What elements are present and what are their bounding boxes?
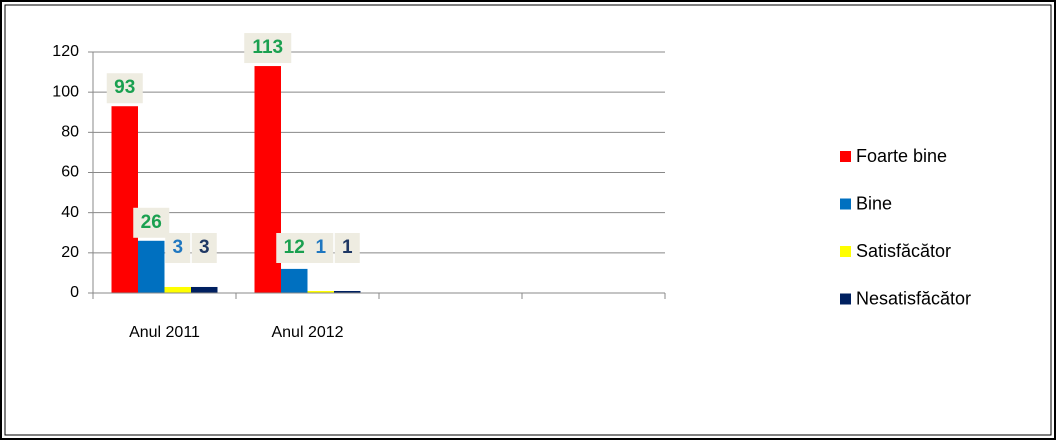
data-label: 113 [252,37,283,58]
y-tick-label: 20 [61,244,79,261]
data-label-bg [308,233,334,263]
legend-label: Nesatisfăcător [856,288,971,308]
data-label: 93 [114,77,135,98]
bar [138,240,165,293]
bar [164,286,191,293]
data-label-bg [244,33,292,64]
data-label: 3 [199,237,210,258]
data-label: 26 [141,212,162,233]
data-label-bg [165,233,191,263]
data-label-bg [334,233,360,263]
legend-swatch [840,198,851,210]
y-tick-label: 0 [70,284,79,301]
data-label: 12 [284,237,305,258]
legend-swatch [840,246,851,257]
x-tick-label: Anul 2012 [271,324,343,341]
inner-frame [4,4,1052,436]
data-label-bg [133,207,170,238]
y-tick-label: 120 [52,43,79,60]
legend-label: Bine [856,193,892,213]
data-label: 1 [342,237,353,258]
bar [281,268,308,293]
x-tick-label: Anul 2011 [129,324,200,341]
legend-swatch [840,293,851,305]
data-label: 1 [315,237,326,258]
bar [307,290,334,293]
data-label: 3 [172,237,183,258]
legend-label: Satisfăcător [856,241,951,261]
data-label-bg [191,233,217,263]
bar [334,290,361,293]
legend-label: Foarte bine [856,146,947,166]
y-tick-label: 40 [61,204,79,221]
y-tick-label: 60 [61,164,79,181]
data-label-bg [276,233,313,263]
data-label-bg [106,73,143,104]
y-tick-label: 80 [61,124,79,141]
bar [191,286,218,293]
y-tick-label: 100 [52,83,79,100]
legend-swatch [840,151,851,162]
bar [111,106,138,293]
